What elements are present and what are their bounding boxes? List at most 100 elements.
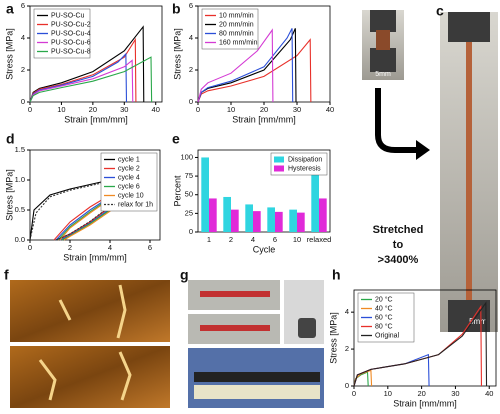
x-tick-label: relaxed: [307, 235, 332, 244]
scale-label: 5mm: [375, 71, 391, 78]
panel-label: h: [332, 267, 341, 283]
plot-frame: [29, 149, 161, 241]
legend-box: [270, 152, 328, 176]
x-tick-label: 6: [273, 235, 277, 244]
specimen: [200, 291, 270, 297]
legend-label: 40 °C: [375, 304, 393, 312]
bar: [231, 209, 239, 232]
clamp: [448, 12, 490, 42]
panel-label: d: [6, 131, 15, 147]
specimen: [194, 372, 320, 382]
line: [197, 28, 294, 103]
crack: [58, 284, 127, 339]
y-tick-label: 4: [345, 307, 349, 316]
line: [197, 38, 312, 103]
x-tick-label: 6: [148, 243, 152, 252]
y-tick-label: 6: [21, 1, 25, 10]
bar: [209, 198, 217, 232]
y-tick-label: 0: [345, 381, 349, 390]
legend-label: PU-SO-Cu: [51, 12, 85, 19]
x-tick-label: 30: [293, 105, 301, 114]
y-tick-label: 4: [21, 33, 25, 42]
x-tick-label: 40: [485, 389, 493, 398]
x-tick-label: 30: [451, 389, 459, 398]
line: [29, 37, 137, 103]
legend-label: 20 °C: [375, 295, 393, 303]
x-tick-label: 10: [384, 389, 392, 398]
panel-label: c: [436, 3, 444, 19]
x-tick-label: 20: [260, 105, 268, 114]
y-axis-title: Percent: [172, 175, 182, 207]
specimen: [200, 325, 270, 331]
x-axis-title: Strain [mm/mm]: [64, 114, 128, 124]
bar: [275, 211, 283, 232]
x-tick-label: 0: [28, 105, 32, 114]
bar: [319, 198, 327, 232]
y-axis-title: Stress [MPa]: [172, 28, 182, 80]
weight: [298, 318, 316, 338]
crack: [38, 351, 132, 401]
x-tick-label: 2: [68, 243, 72, 252]
specimen: [376, 30, 390, 50]
line: [29, 25, 145, 103]
legend-label: 160 mm/min: [219, 39, 258, 46]
arrow-head: [416, 140, 430, 160]
x-tick-label: 30: [120, 105, 128, 114]
legend-box: [100, 152, 158, 212]
bar: [245, 204, 253, 232]
bar: [289, 209, 297, 232]
y-tick-label: 25: [185, 208, 193, 217]
y-tick-label: 6: [189, 1, 193, 10]
legend-label: cycle 10: [118, 192, 144, 199]
specimen: [466, 42, 472, 300]
x-axis-title: Strain [mm/mm]: [63, 252, 127, 262]
bar: [297, 212, 305, 232]
x-tick-label: 0: [28, 243, 32, 252]
y-tick-label: 75: [185, 171, 193, 180]
legend-label: cycle 4: [118, 174, 140, 181]
photo: [10, 280, 170, 342]
panel-label: f: [4, 267, 9, 283]
legend-label: 60 °C: [375, 313, 393, 321]
annotation: Stretched: [373, 224, 424, 236]
y-tick-label: 1.5: [15, 145, 25, 154]
legend-label: Dissipation: [288, 156, 322, 163]
x-axis-title: Cycle: [253, 244, 276, 254]
x-axis-title: Strain [mm/mm]: [232, 114, 296, 124]
legend-label: 10 mm/min: [219, 12, 254, 19]
line: [353, 301, 488, 387]
legend-label: 80 °C: [375, 322, 393, 330]
scale-label: 5mm: [469, 317, 487, 326]
legend-label: cycle 1: [118, 156, 140, 163]
x-tick-label: 20: [417, 389, 425, 398]
y-tick-label: 1.0: [15, 175, 25, 184]
y-tick-label: 100: [180, 152, 193, 161]
y-tick-label: 2: [189, 65, 193, 74]
y-axis-title: Stress [MPa]: [328, 312, 338, 364]
y-tick-label: 0: [189, 97, 193, 106]
legend-swatch: [274, 156, 284, 163]
x-tick-label: 4: [108, 243, 112, 252]
legend-label: PU-SO-Cu-6: [51, 39, 91, 46]
clamp: [370, 10, 396, 32]
line: [197, 28, 274, 103]
y-tick-label: 0: [189, 227, 193, 236]
bar: [201, 157, 209, 232]
bar: [253, 211, 261, 232]
legend-label: 20 mm/min: [219, 21, 254, 28]
x-tick-label: 0: [352, 389, 356, 398]
legend-label: PU-SO-Cu-4: [51, 30, 91, 37]
legend-swatch: [274, 165, 284, 172]
legend-label: PU-SO-Cu-8: [51, 48, 91, 55]
legend-label: relax for 1h: [118, 201, 153, 208]
line: [29, 59, 134, 103]
x-tick-label: 1: [207, 235, 211, 244]
legend-label: 80 mm/min: [219, 30, 254, 37]
legend-label: cycle 2: [118, 165, 140, 172]
plot-frame: [29, 5, 163, 103]
panel-label: b: [172, 1, 181, 17]
x-tick-label: 20: [89, 105, 97, 114]
bar: [267, 207, 275, 232]
panel-label: a: [6, 1, 14, 17]
